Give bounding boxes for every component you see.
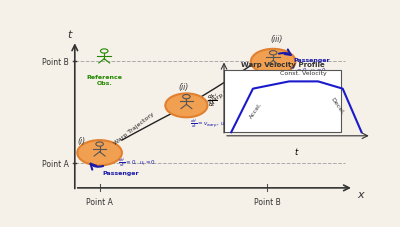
Circle shape [165,94,208,118]
Text: $t$: $t$ [67,27,74,39]
Text: Point B: Point B [254,197,280,206]
Text: $\frac{dx^i}{dt}=0,\ u_i=0$: $\frac{dx^i}{dt}=0,\ u_i=0$ [289,64,326,78]
Text: Passenger: Passenger [293,58,330,63]
Text: Point A: Point A [42,159,69,168]
Text: Accel.: Accel. [248,101,263,119]
Text: Decel.: Decel. [329,96,345,116]
Text: $\frac{dx^i}{dt}=0,\ u_i=0$: $\frac{dx^i}{dt}=0,\ u_i=0$ [118,155,156,169]
Text: Const. Velocity: Const. Velocity [280,71,327,76]
Text: $\frac{dx^i}{dt}$: $\frac{dx^i}{dt}$ [207,91,218,109]
Text: $x$: $x$ [357,189,366,199]
Circle shape [77,141,122,166]
Text: (i): (i) [77,136,85,145]
Text: $\frac{dx^i}{dt}=v_{warp},\ u_i=0$: $\frac{dx^i}{dt}=v_{warp},\ u_i=0$ [190,116,237,131]
Text: Warp Trajectory: Warp Trajectory [113,111,155,146]
Text: Point A: Point A [86,197,113,206]
Text: Passenger: Passenger [103,170,139,175]
Text: Reference
Obs.: Reference Obs. [86,74,122,85]
FancyBboxPatch shape [224,71,342,132]
Text: Point B: Point B [42,58,69,67]
Text: Warp Velocity Profile: Warp Velocity Profile [241,62,324,67]
Text: (iii): (iii) [270,35,282,44]
Circle shape [251,50,296,75]
Text: (ii): (ii) [178,82,188,91]
Text: Warp Trajectory: Warp Trajectory [207,76,252,105]
Text: $t$: $t$ [294,145,299,156]
